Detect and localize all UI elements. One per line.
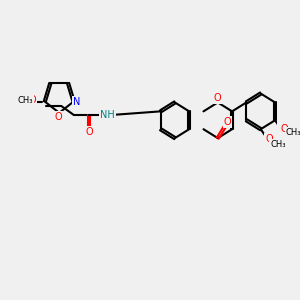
Text: O: O <box>265 134 273 144</box>
Text: CH₃: CH₃ <box>270 140 286 148</box>
Text: O: O <box>55 112 62 122</box>
Text: NH: NH <box>100 110 115 120</box>
Text: O: O <box>85 127 93 137</box>
Text: CH₃: CH₃ <box>17 96 33 105</box>
Text: O: O <box>28 95 36 105</box>
Text: O: O <box>224 117 231 127</box>
Text: CH₃: CH₃ <box>286 128 300 137</box>
Text: N: N <box>73 97 80 106</box>
Text: O: O <box>281 124 289 134</box>
Text: O: O <box>214 93 222 103</box>
